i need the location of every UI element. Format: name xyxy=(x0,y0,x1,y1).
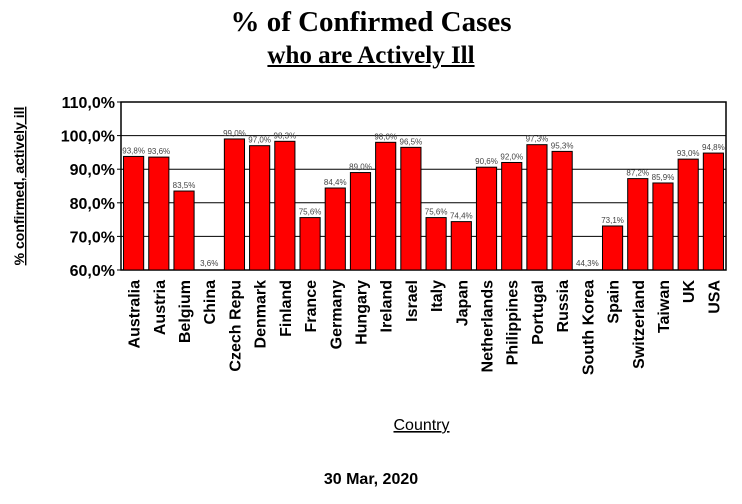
x-tick-label: USA xyxy=(706,280,723,314)
data-label: 75,6% xyxy=(299,208,322,217)
bar xyxy=(702,152,724,271)
data-label: 74,4% xyxy=(450,212,473,221)
data-label: 98,0% xyxy=(374,132,397,141)
bar xyxy=(627,178,649,271)
chart-title: % of Confirmed Cases xyxy=(230,6,512,38)
bar xyxy=(299,217,321,271)
x-tick-label: Australia xyxy=(127,280,144,349)
bar xyxy=(526,144,548,271)
bar xyxy=(551,150,573,271)
data-label: 85,9% xyxy=(652,173,675,182)
x-axis-label: Country xyxy=(393,417,449,434)
data-label: 84,4% xyxy=(324,178,347,187)
bar xyxy=(450,221,472,271)
x-tick-label: Austria xyxy=(152,280,169,335)
data-label: 83,5% xyxy=(173,181,196,190)
x-tick-label: Italy xyxy=(429,280,446,312)
x-tick-label: Switzerland xyxy=(631,280,648,369)
x-tick-label: Russia xyxy=(555,280,572,333)
data-label: 3,6% xyxy=(200,259,218,268)
x-tick-label: Netherlands xyxy=(480,280,497,373)
y-tick-label: 70,0% xyxy=(70,229,115,246)
data-label: 95,3% xyxy=(551,141,574,150)
x-tick-label: China xyxy=(202,280,219,325)
bar xyxy=(349,172,372,271)
bar xyxy=(601,225,624,271)
data-label: 93,0% xyxy=(677,149,700,158)
data-label: 75,6% xyxy=(425,208,448,217)
bar xyxy=(173,190,195,271)
bar xyxy=(375,141,397,271)
data-label: 87,2% xyxy=(626,169,649,178)
data-label: 98,3% xyxy=(274,131,297,140)
x-tick-label: Denmark xyxy=(253,280,270,349)
bar xyxy=(148,156,170,271)
data-label: 96,5% xyxy=(400,137,423,146)
plot-frame xyxy=(120,101,727,271)
data-label: 90,6% xyxy=(475,157,498,166)
x-tick-label: Germany xyxy=(328,280,345,349)
data-label: 99,0% xyxy=(223,129,246,138)
x-tick-label: Ireland xyxy=(379,280,396,332)
x-tick-label: Czech Repu xyxy=(227,280,244,372)
x-tick-label: Hungary xyxy=(353,280,370,345)
x-tick-label: UK xyxy=(681,280,698,304)
data-label: 44,3% xyxy=(576,259,599,268)
data-label: 93,6% xyxy=(147,147,170,156)
x-tick-label: France xyxy=(303,280,320,333)
x-tick-label: South Korea xyxy=(580,280,597,375)
data-label: 94,8% xyxy=(702,143,725,152)
bar xyxy=(475,166,498,271)
x-tick-label: Belgium xyxy=(177,280,194,343)
data-label: 97,3% xyxy=(526,135,549,144)
data-label: 97,0% xyxy=(248,136,271,145)
data-label: 92,0% xyxy=(500,152,523,161)
x-tick-label: Spain xyxy=(606,280,623,324)
x-tick-label: Portugal xyxy=(530,280,547,345)
y-tick-label: 60,0% xyxy=(70,263,115,280)
x-tick-label: Philippines xyxy=(505,280,522,365)
bar xyxy=(324,187,346,271)
chart-subtitle: who are Actively Ill xyxy=(267,42,475,69)
x-tick-label: Taiwan xyxy=(656,280,673,333)
bar xyxy=(400,146,422,271)
bar xyxy=(274,140,296,271)
y-tick-label: 110,0% xyxy=(62,95,115,112)
bar xyxy=(652,182,674,271)
y-tick-label: 100,0% xyxy=(61,129,115,146)
date-label: 30 Mar, 2020 xyxy=(323,471,419,488)
x-tick-label: Israel xyxy=(404,280,421,322)
bar xyxy=(501,161,523,271)
data-label: 93,8% xyxy=(122,146,145,155)
y-tick-label: 90,0% xyxy=(70,162,115,179)
x-tick-label: Japan xyxy=(454,280,471,326)
bar xyxy=(249,145,271,271)
bar xyxy=(123,155,145,271)
bar xyxy=(425,217,447,271)
y-tick-label: 80,0% xyxy=(70,196,115,213)
data-label: 89,0% xyxy=(349,163,372,172)
x-tick-label: Finland xyxy=(278,280,295,337)
data-label: 73,1% xyxy=(601,216,624,225)
bar xyxy=(223,138,246,271)
y-axis-label: % confirmed, actively ill xyxy=(11,107,27,266)
bar xyxy=(677,158,699,271)
